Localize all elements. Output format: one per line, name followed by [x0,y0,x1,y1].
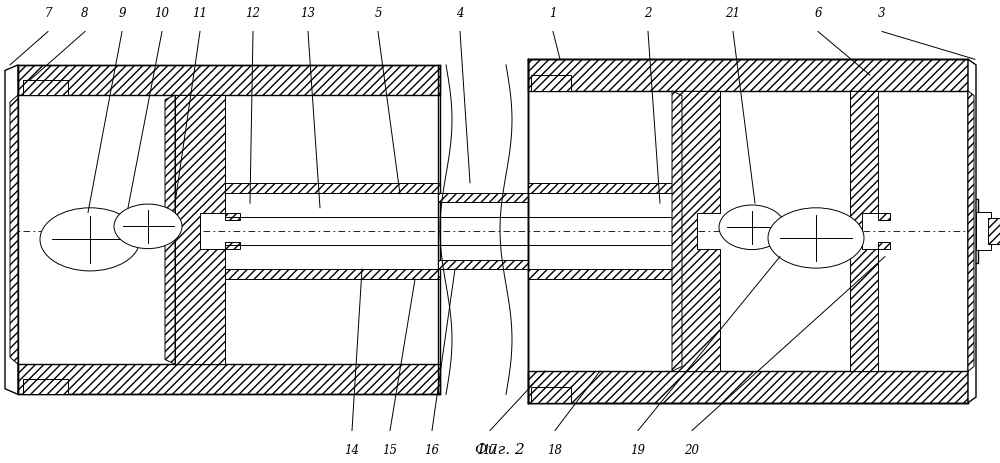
Text: 10: 10 [154,7,170,20]
Bar [528,183,680,194]
Text: 16: 16 [424,443,440,456]
Ellipse shape [114,205,182,249]
Polygon shape [225,242,240,249]
Polygon shape [878,242,890,249]
Bar [225,269,440,280]
Bar [528,269,680,280]
Text: 9: 9 [118,7,126,20]
Polygon shape [672,92,720,371]
Polygon shape [968,92,974,371]
Polygon shape [10,96,18,364]
Polygon shape [5,66,18,394]
Text: 5: 5 [374,7,382,20]
Ellipse shape [719,206,785,250]
Text: 1: 1 [549,7,557,20]
Polygon shape [968,60,976,403]
Ellipse shape [768,208,864,269]
Text: 11: 11 [192,7,208,20]
Bar [528,60,968,92]
Polygon shape [672,92,682,371]
Bar [988,219,1000,244]
Text: 21: 21 [726,7,740,20]
Text: 19: 19 [631,443,646,456]
Bar [528,371,968,403]
Bar [531,76,571,92]
Bar [18,66,440,96]
Polygon shape [175,96,225,364]
Text: 2: 2 [644,7,652,20]
Bar [438,260,528,269]
Polygon shape [878,214,890,221]
Polygon shape [225,214,240,221]
Text: 14: 14 [344,443,360,456]
Text: 7: 7 [44,7,52,20]
Bar [18,364,440,394]
Text: 8: 8 [81,7,89,20]
Bar [23,380,68,394]
Bar [976,213,991,250]
Text: Фиг. 2: Фиг. 2 [475,442,525,456]
Bar [531,387,571,403]
Text: 20: 20 [684,443,700,456]
Text: 6: 6 [814,7,822,20]
Text: 15: 15 [382,443,398,456]
Ellipse shape [40,208,140,271]
Polygon shape [165,96,175,364]
Text: 12: 12 [246,7,260,20]
Text: 18: 18 [548,443,562,456]
Bar [225,183,440,194]
Bar [968,199,978,264]
Text: 17: 17 [482,443,498,456]
Polygon shape [850,92,878,371]
Bar [438,194,528,203]
Text: 13: 13 [300,7,316,20]
Text: 3: 3 [878,7,886,20]
Text: 4: 4 [456,7,464,20]
Bar [23,81,68,96]
